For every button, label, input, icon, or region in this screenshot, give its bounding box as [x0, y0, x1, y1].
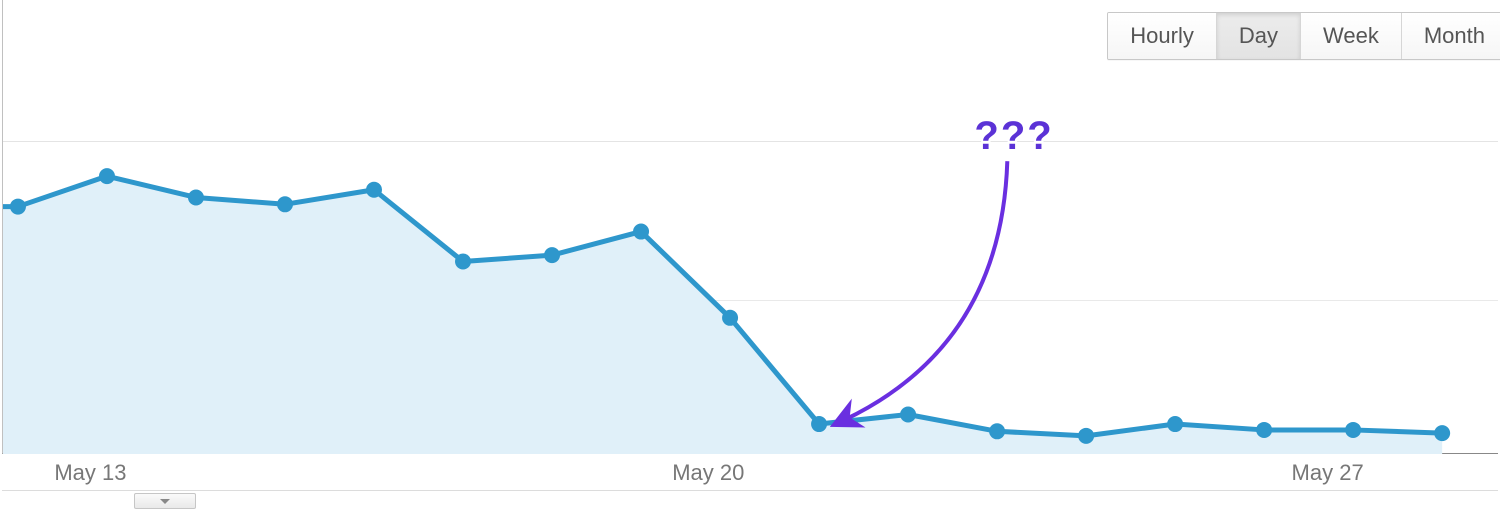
data-point[interactable]	[10, 199, 26, 215]
data-point[interactable]	[722, 310, 738, 326]
x-axis-label: May 27	[1292, 460, 1364, 486]
chevron-down-icon	[160, 499, 170, 504]
chart-plot-area	[2, 0, 1498, 454]
data-point[interactable]	[900, 407, 916, 423]
data-point[interactable]	[188, 189, 204, 205]
data-point[interactable]	[277, 196, 293, 212]
x-axis: May 13 May 20 May 27	[2, 454, 1498, 484]
data-point[interactable]	[99, 168, 115, 184]
data-point[interactable]	[544, 247, 560, 263]
time-granularity-group: HourlyDayWeekMonth	[1107, 12, 1500, 60]
x-axis-label: May 20	[672, 460, 744, 486]
x-axis-label: May 13	[54, 460, 126, 486]
data-point[interactable]	[366, 182, 382, 198]
timeline-slider-bar	[2, 490, 1498, 511]
data-point[interactable]	[1078, 428, 1094, 444]
granularity-hourly-button[interactable]: Hourly	[1108, 13, 1217, 59]
data-point[interactable]	[633, 224, 649, 240]
data-point[interactable]	[989, 423, 1005, 439]
timeline-slider-handle[interactable]	[134, 493, 196, 509]
data-point[interactable]	[1434, 425, 1450, 441]
data-point[interactable]	[1167, 416, 1183, 432]
granularity-day-button[interactable]: Day	[1217, 13, 1301, 59]
data-point[interactable]	[1345, 422, 1361, 438]
chart-svg	[3, 0, 1498, 453]
data-point[interactable]	[811, 416, 827, 432]
data-point[interactable]	[1256, 422, 1272, 438]
granularity-month-button[interactable]: Month	[1402, 13, 1500, 59]
data-point[interactable]	[455, 254, 471, 270]
granularity-week-button[interactable]: Week	[1301, 13, 1402, 59]
